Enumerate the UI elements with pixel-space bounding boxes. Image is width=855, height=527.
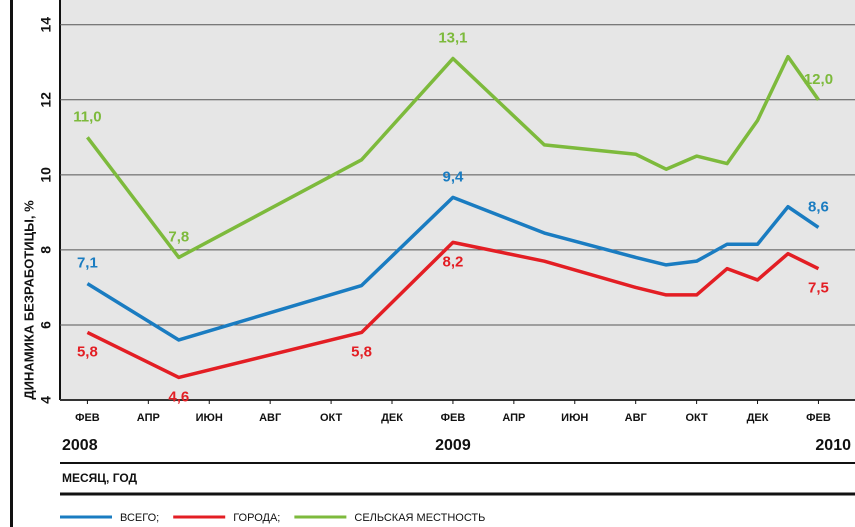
data-label: 9,4 [443, 168, 465, 185]
x-tick-label: ФЕВ [806, 412, 831, 424]
data-label: 7,1 [77, 255, 98, 272]
data-label: 13,1 [438, 30, 467, 47]
year-label: 2009 [435, 437, 471, 454]
y-tick-label: 14 [38, 17, 54, 33]
series-line [86, 195, 820, 342]
y-axis-label: ДИНАМИКА БЕЗРАБОТИЦЫ, % [21, 200, 36, 400]
data-label: 5,8 [351, 343, 372, 360]
x-tick-label: ФЕВ [75, 412, 100, 424]
x-tick-label: АПР [502, 412, 525, 424]
legend-label: СЕЛЬСКАЯ МЕСТНОСТЬ [354, 512, 485, 524]
left-bar [10, 0, 13, 527]
data-label: 4,6 [168, 388, 189, 405]
data-label: 7,8 [168, 228, 189, 245]
data-label: 7,5 [808, 280, 829, 297]
legend-label: ВСЕГО; [120, 512, 159, 524]
x-tick-label: ИЮН [196, 412, 223, 424]
series-line [86, 240, 820, 380]
legend-label: ГОРОДА; [233, 512, 280, 524]
year-label: 2008 [62, 437, 98, 454]
data-label: 11,0 [73, 108, 101, 125]
x-tick-label: ОКТ [685, 412, 708, 424]
data-label: 5,8 [77, 343, 98, 360]
x-tick-label: АВГ [625, 412, 648, 424]
y-tick-label: 4 [38, 396, 54, 404]
y-tick-label: 12 [38, 92, 54, 108]
x-tick-label: ДЕК [747, 412, 769, 424]
x-tick-label: АПР [137, 412, 160, 424]
x-tick-label: ДЕК [381, 412, 403, 424]
x-tick-label: ФЕВ [441, 412, 466, 424]
data-label: 12,0 [804, 71, 833, 88]
x-tick-label: ОКТ [320, 412, 343, 424]
x-tick-label: АВГ [259, 412, 282, 424]
data-label: 8,6 [808, 198, 829, 215]
series-line [86, 54, 820, 260]
x-axis-label: МЕСЯЦ, ГОД [62, 471, 138, 485]
y-tick-label: 10 [38, 167, 54, 183]
y-tick-label: 8 [38, 246, 54, 254]
x-tick-label: ИЮН [561, 412, 588, 424]
data-label: 8,2 [443, 253, 464, 270]
y-tick-label: 6 [38, 321, 54, 329]
year-label: 2010 [815, 437, 851, 454]
